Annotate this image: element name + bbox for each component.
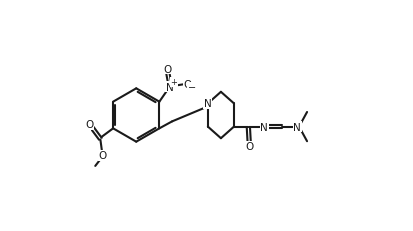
Text: O: O	[85, 120, 93, 130]
Text: N: N	[204, 99, 211, 109]
Text: N: N	[166, 82, 173, 92]
Text: N: N	[260, 122, 267, 132]
Text: +: +	[170, 78, 177, 87]
Text: O: O	[98, 151, 106, 161]
Text: O: O	[183, 80, 191, 90]
Text: N: N	[293, 122, 301, 132]
Text: O: O	[163, 64, 171, 74]
Text: O: O	[244, 142, 253, 152]
Text: −: −	[188, 83, 195, 93]
